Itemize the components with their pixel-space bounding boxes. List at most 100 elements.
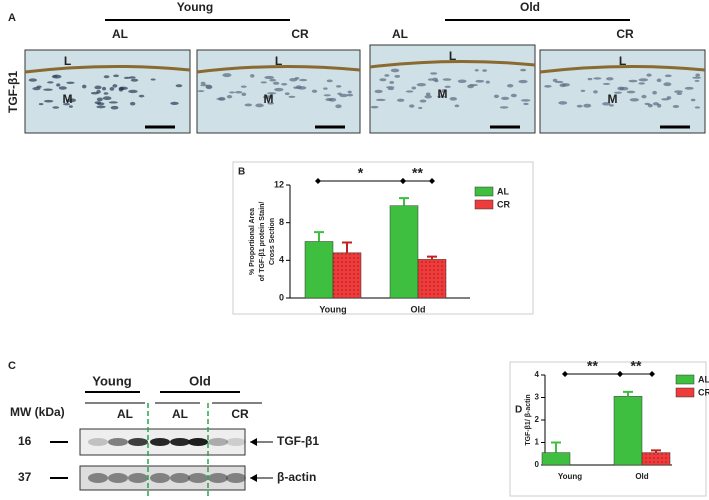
nucleus (427, 78, 434, 81)
significance-end (400, 178, 406, 184)
legend-label: CR (698, 387, 709, 397)
lane-label: CR (231, 407, 249, 421)
bar (541, 452, 571, 466)
panel-label: C (8, 360, 16, 372)
nucleus (103, 75, 110, 79)
nucleus (118, 87, 124, 92)
nucleus (43, 88, 53, 91)
diet-label: AL (392, 27, 408, 41)
nucleus (430, 72, 438, 75)
group-label: Old (520, 0, 540, 14)
band (226, 473, 246, 483)
band-label: TGF-β1 (277, 434, 319, 448)
x-tick-label: Young (319, 304, 346, 314)
legend-label: AL (497, 186, 509, 196)
nucleus (606, 77, 614, 81)
tissue-label: L (449, 49, 456, 63)
mw-value: 16 (18, 434, 32, 448)
nucleus (375, 98, 386, 102)
nucleus (260, 81, 267, 84)
nucleus (411, 86, 417, 90)
nucleus (94, 85, 102, 90)
nucleus (103, 92, 109, 95)
nucleus (672, 104, 680, 108)
mw-value: 37 (18, 470, 32, 484)
nucleus (295, 85, 302, 90)
nucleus (267, 92, 277, 95)
nucleus (128, 76, 136, 79)
nucleus (396, 98, 405, 102)
nucleus (593, 90, 598, 94)
nucleus (562, 83, 570, 87)
nucleus (112, 84, 118, 88)
error-bar (623, 390, 633, 397)
band (108, 473, 128, 483)
y-axis-label: % Proportional Area (249, 208, 256, 275)
significance-end (315, 178, 321, 184)
group-label: Young (177, 0, 213, 14)
stain-label: TGF-β1 (6, 71, 20, 113)
nucleus (544, 85, 552, 88)
nucleus (507, 83, 514, 88)
legend-swatch (675, 387, 695, 398)
nucleus (222, 73, 232, 78)
mw-label: MW (kDa) (10, 405, 65, 419)
nucleus (323, 94, 331, 97)
nucleus (583, 103, 592, 108)
significance-label: ** (631, 358, 642, 374)
y-tick-label: 2 (535, 415, 540, 424)
nucleus (255, 103, 264, 108)
nucleus (240, 85, 247, 88)
legend-swatch (474, 186, 494, 197)
nucleus (110, 105, 119, 110)
error-bar (551, 441, 561, 453)
diet-label: CR (616, 27, 634, 41)
nucleus (405, 90, 414, 93)
nucleus (129, 101, 136, 106)
nucleus (138, 94, 145, 98)
nucleus (520, 99, 531, 102)
nucleus (288, 95, 296, 98)
nucleus (96, 102, 105, 106)
nucleus (663, 82, 672, 87)
tissue-label: M (63, 92, 73, 106)
nucleus (449, 97, 458, 101)
nucleus (646, 73, 652, 77)
y-axis-label: Cross Section (269, 218, 276, 265)
nucleus (444, 85, 451, 88)
nucleus (510, 93, 517, 98)
nucleus (244, 103, 253, 107)
nucleus (123, 76, 131, 79)
nucleus (284, 92, 290, 96)
nucleus (281, 82, 288, 86)
nucleus (499, 106, 509, 109)
significance-end (649, 371, 655, 377)
nucleus (629, 98, 640, 102)
nucleus (347, 93, 354, 97)
legend-swatch (675, 374, 695, 385)
nucleus (419, 99, 427, 103)
band (208, 438, 228, 446)
nucleus (602, 102, 611, 106)
nucleus (558, 101, 568, 105)
nucleus (241, 92, 247, 97)
nucleus (608, 104, 614, 107)
tissue-label: L (275, 54, 282, 68)
nucleus (274, 87, 284, 92)
bar (613, 396, 643, 466)
panel-label: D (515, 405, 522, 416)
panel-label: A (8, 12, 16, 24)
nucleus (432, 77, 438, 82)
nucleus (90, 91, 99, 95)
nucleus (437, 95, 446, 98)
nucleus (200, 81, 206, 85)
lumen-edge (24, 64, 191, 74)
group-label: Old (189, 373, 211, 388)
nucleus (335, 85, 342, 88)
band (88, 473, 108, 483)
band (108, 438, 128, 446)
y-tick-label: 0 (279, 292, 284, 302)
nucleus (52, 106, 60, 109)
histology-image (369, 44, 536, 134)
